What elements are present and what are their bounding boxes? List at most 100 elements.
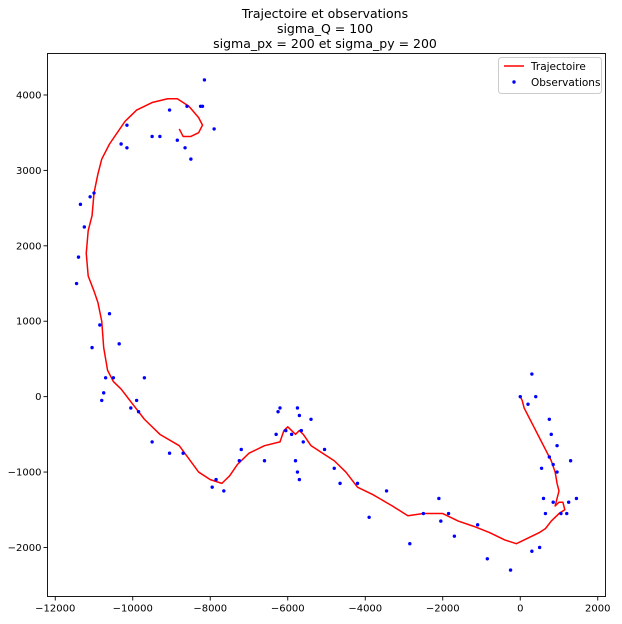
observation-point [111,376,116,380]
observation-point [101,391,106,395]
observation-point [555,443,559,448]
observation-point [88,195,92,199]
observation-point [543,511,548,516]
observation-point [539,466,544,470]
observation-point [212,127,216,131]
observation-point [150,134,154,139]
observation-point [568,459,573,463]
observation-point [150,440,154,444]
observation-point [408,542,412,546]
observation-point [565,511,569,516]
observation-point [421,511,426,516]
chart-title: Trajectoire et observations [241,6,408,21]
observation-point [551,500,555,504]
chart-subtitle-line-2: sigma_px = 200 et sigma_py = 200 [213,36,437,51]
observation-point [125,123,129,127]
y-axis: −2000 −1000 0 1000 2000 3000 4000 [8,90,48,554]
observation-point [78,202,83,207]
observation-point [239,447,243,452]
observation-point [222,489,226,493]
observation-point [437,496,441,501]
observation-point [237,459,242,463]
observation-point [574,496,579,501]
observation-point [100,398,104,403]
observation-point [142,376,147,380]
observation-point [134,398,139,403]
observation-point [384,489,389,493]
observation-point [297,477,302,482]
observation-point [367,515,371,520]
observation-point [547,417,552,421]
observation-point [355,481,360,486]
y-tick-label: 3000 [16,166,41,177]
observation-point [82,225,87,229]
observation-point [295,406,300,410]
observation-point [103,376,108,380]
observation-point [210,485,214,489]
trajectory-line [85,98,566,545]
observation-point [276,410,280,414]
observation-point [534,394,538,399]
observation-point [555,470,559,474]
y-tick-label: −2000 [8,543,42,554]
observation-point [309,417,313,421]
observation-point [526,402,530,406]
observation-point [278,406,282,410]
observation-point [125,146,129,150]
x-tick-label: −6000 [271,604,305,615]
observation-point [551,462,555,467]
observation-point [289,432,294,437]
observation-point [530,549,534,553]
observation-point [181,451,185,455]
observation-point [518,394,522,399]
observation-point [167,451,172,455]
observation-point [297,413,302,418]
observation-point [129,406,133,410]
observation-point [299,428,304,433]
y-tick-label: 1000 [16,317,41,328]
observation-point [90,345,94,350]
plot-area [47,53,606,597]
plot-frame [47,53,606,597]
observation-point [475,523,480,527]
observation-point [541,496,546,501]
observation-point [185,104,189,108]
observation-point [198,104,203,108]
observation-point [508,568,513,572]
observation-point [338,481,342,486]
observation-point [559,511,563,516]
observation-point [295,470,300,474]
trajectory-series [85,98,566,545]
observation-point [98,323,102,327]
legend-box [498,57,602,94]
chart-subtitle-line-1: sigma_Q = 100 [277,21,373,36]
observation-point [332,466,336,470]
y-tick-label: 0 [35,392,41,403]
observation-point [537,545,542,550]
x-tick-label: −2000 [426,604,460,615]
observation-point [547,455,552,459]
observation-point [74,281,79,286]
legend-marker-swatch [512,80,516,84]
observation-point [107,311,112,316]
observation-point [214,477,218,482]
observation-point [446,511,451,516]
legend-label-trajectoire: Trajectoire [530,61,586,73]
observation-point [262,459,267,463]
observation-point [452,534,457,538]
observation-point [183,146,187,150]
observation-point [301,440,305,444]
y-tick-label: −1000 [8,468,42,479]
observation-point [530,372,534,376]
x-tick-label: −12000 [35,604,75,615]
observation-point [158,134,162,139]
observation-point [566,500,571,504]
observation-point [549,432,553,437]
x-axis: −12000 −10000 −8000 −6000 −4000 −2000 0 2000 [35,596,610,615]
observation-point [284,428,288,433]
observations-series [74,78,579,572]
legend: Trajectoire Observations [498,57,602,94]
observation-point [202,78,207,82]
